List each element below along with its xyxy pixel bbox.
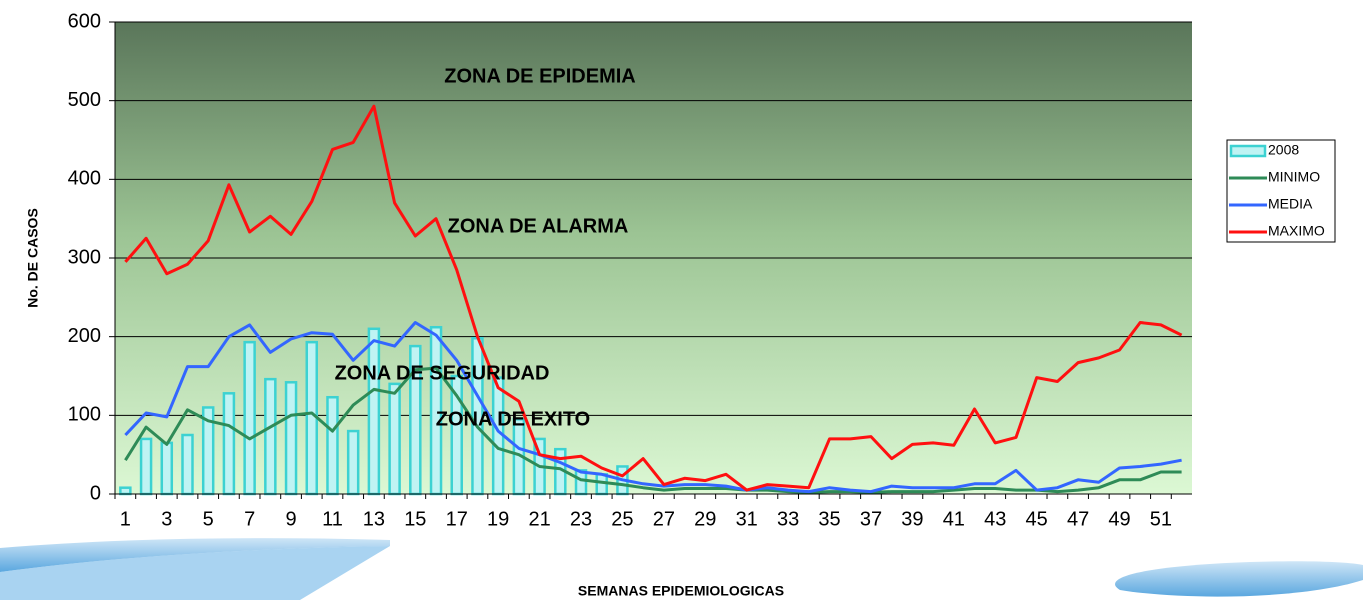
x-tick-label: 3 [161, 508, 172, 530]
x-tick-label: 37 [860, 508, 882, 530]
x-tick-label: 13 [363, 508, 385, 530]
bar [181, 433, 194, 496]
bar [388, 382, 401, 496]
x-tick-label: 17 [446, 508, 468, 530]
legend-label: 2008 [1268, 142, 1299, 158]
line [124, 104, 1183, 492]
x-tick-label: 9 [285, 508, 296, 530]
x-tick-label: 43 [984, 508, 1006, 530]
bar [160, 441, 174, 496]
x-tick-label: 11 [322, 508, 343, 530]
x-tick-label: 25 [611, 508, 633, 530]
bar [243, 340, 256, 496]
x-tick-label: 51 [1150, 508, 1172, 530]
x-tick-label: 7 [244, 508, 255, 530]
bar [222, 392, 236, 496]
bar [574, 469, 588, 496]
bar [264, 377, 277, 496]
line [124, 366, 1182, 494]
x-tick-label: 47 [1067, 508, 1089, 530]
x-axis-label: SEMANAS EPIDEMIOLOGICAS [578, 583, 784, 599]
y-tick-label: 600 [68, 10, 101, 32]
legend-label: MINIMO [1268, 169, 1320, 185]
annotation: ZONA DE EXITO [436, 408, 590, 430]
y-tick-label: 300 [68, 246, 101, 268]
y-axis-label: No. DE CASOS [25, 208, 41, 308]
x-tick-label: 19 [487, 508, 509, 530]
annotation: ZONA DE ALARMA [448, 215, 629, 237]
legend-label: MAXIMO [1268, 223, 1325, 239]
x-tick-label: 49 [1108, 508, 1130, 530]
x-tick-label: 27 [653, 508, 675, 530]
line [124, 321, 1182, 494]
x-tick-label: 41 [943, 508, 965, 530]
bar [139, 437, 153, 496]
x-tick-label: 45 [1026, 508, 1048, 530]
x-tick-label: 15 [404, 508, 426, 530]
y-tick-label: 400 [68, 168, 101, 190]
bar [284, 381, 298, 496]
decoration [0, 538, 390, 572]
annotation: ZONA DE EPIDEMIA [444, 65, 636, 87]
x-tick-label: 35 [818, 508, 840, 530]
bar [305, 340, 319, 496]
legend-label: MEDIA [1268, 196, 1313, 212]
x-tick-label: 29 [694, 508, 716, 530]
y-tick-label: 0 [90, 482, 101, 504]
bar [595, 473, 608, 496]
legend-swatch [1229, 144, 1267, 158]
x-tick-label: 33 [777, 508, 799, 530]
y-tick-label: 500 [68, 89, 101, 111]
x-tick-label: 21 [528, 508, 550, 530]
bar [346, 429, 360, 496]
decoration [1115, 561, 1363, 597]
x-tick-label: 1 [120, 508, 131, 530]
x-tick-label: 31 [736, 508, 758, 530]
bar [367, 327, 381, 496]
bar [326, 395, 339, 496]
y-tick-label: 100 [68, 404, 101, 426]
x-tick-label: 5 [203, 508, 214, 530]
decoration [0, 546, 390, 600]
y-tick-label: 200 [68, 325, 101, 347]
x-tick-label: 39 [901, 508, 923, 530]
bar [119, 486, 132, 496]
x-tick-label: 23 [570, 508, 592, 530]
annotation: ZONA DE SEGURIDAD [335, 362, 550, 384]
